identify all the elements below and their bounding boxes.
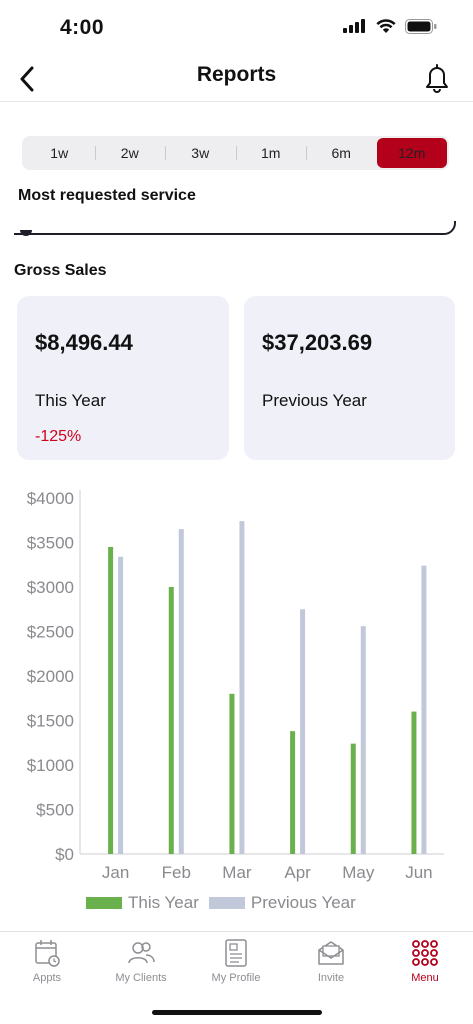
y-tick-label: $4000 (27, 489, 74, 508)
most-requested-scroll-strip[interactable] (14, 221, 456, 236)
tab-invite[interactable]: Invite (284, 938, 378, 984)
y-tick-label: $1500 (27, 712, 74, 731)
y-tick-label: $3000 (27, 578, 74, 597)
legend-previous-year: Previous Year (208, 893, 356, 913)
tab-label-menu: Menu (411, 972, 439, 984)
previous-year-amount: $37,203.69 (262, 330, 373, 355)
tab-my-profile[interactable]: My Profile (189, 938, 283, 984)
cellular-signal-icon (343, 19, 365, 33)
status-bar: 4:00 (0, 0, 473, 56)
x-tick-label: Jun (405, 863, 432, 882)
range-option-12m[interactable]: 12m (376, 138, 447, 168)
bar-this-year (168, 587, 174, 854)
users-icon (128, 942, 155, 964)
page-title: Reports (196, 63, 277, 86)
gross-sales-chart: $0 $500 $1000 $1500 $2000 $2500 $3000 $3500 $400… (0, 480, 473, 920)
y-tick-label: $1000 (27, 756, 74, 775)
x-tick-label: Feb (162, 863, 191, 882)
range-option-1m[interactable]: 1m (235, 138, 307, 168)
y-tick-label: $3500 (27, 534, 74, 553)
chart-legend: This Year Previous Year (86, 893, 356, 913)
bar-this-year (108, 546, 114, 854)
bar-previous-year (178, 529, 184, 854)
bar-this-year (229, 693, 235, 854)
tab-appts[interactable]: Appts (0, 938, 94, 984)
battery-icon (405, 18, 437, 34)
bar-previous-year (239, 521, 245, 854)
status-time: 4:00 (60, 16, 105, 39)
y-tick-label: $500 (36, 801, 74, 820)
range-selector: 1w 2w 3w 1m 6m 12m (22, 136, 449, 170)
previous-year-card: $37,203.69 Previous Year (244, 296, 455, 460)
range-option-6m[interactable]: 6m (306, 138, 377, 168)
range-option-3w[interactable]: 3w (165, 138, 236, 168)
profile-card-icon (225, 939, 247, 967)
legend-this-year: This Year (86, 893, 199, 913)
y-tick-label: $2000 (27, 667, 74, 686)
tab-label-appts: Appts (32, 972, 62, 984)
tab-label-my-clients: My Clients (115, 972, 167, 984)
bell-icon (426, 64, 448, 93)
bar-previous-year (118, 556, 124, 854)
bar-this-year (411, 711, 417, 854)
bar-previous-year (360, 626, 366, 854)
y-tick-label: $0 (55, 845, 74, 864)
bar-this-year (350, 743, 356, 854)
legend-label-this-year: This Year (128, 893, 199, 912)
status-icons (343, 18, 437, 34)
most-requested-marker (20, 230, 32, 236)
range-option-1w[interactable]: 1w (50, 145, 69, 161)
gross-sales-bar-chart: $0 $500 $1000 $1500 $2000 $2500 $3000 $3500 $400… (27, 489, 444, 882)
this-year-change: -125% (35, 428, 82, 445)
bar-previous-year (300, 609, 306, 854)
menu-grid-icon (412, 940, 438, 966)
range-option-2w[interactable]: 2w (94, 138, 166, 168)
this-year-label: This Year (35, 391, 106, 410)
nav-bar: Reports (0, 56, 473, 102)
y-tick-label: $2500 (27, 623, 74, 642)
gross-sales-title: Gross Sales (14, 262, 107, 279)
tab-label-my-profile: My Profile (211, 972, 261, 984)
tab-menu[interactable]: Menu (378, 938, 472, 984)
chevron-left-icon (20, 66, 34, 92)
previous-year-label: Previous Year (262, 391, 367, 410)
home-indicator (152, 1010, 322, 1015)
x-tick-label: May (342, 863, 375, 882)
tab-label-invite: Invite (317, 972, 345, 984)
legend-swatch-previous-year (208, 897, 245, 909)
calendar-icon (35, 940, 60, 967)
legend-label-previous-year: Previous Year (250, 893, 356, 912)
this-year-card: $8,496.44 This Year -125% (17, 296, 229, 460)
bar-this-year (290, 731, 296, 854)
bottom-tab-bar: Appts My Clients My Profile Invite (0, 931, 473, 1024)
most-requested-title: Most requested service (18, 187, 196, 204)
x-tick-label: Jan (102, 863, 129, 882)
wifi-icon (376, 19, 396, 33)
envelope-icon (318, 941, 344, 965)
x-tick-label: Apr (284, 863, 311, 882)
back-button[interactable] (12, 62, 42, 96)
bar-previous-year (421, 565, 427, 854)
legend-swatch-this-year (86, 897, 122, 909)
x-tick-label: Mar (222, 863, 252, 882)
notifications-button[interactable] (421, 61, 453, 95)
this-year-amount: $8,496.44 (35, 330, 133, 355)
tab-my-clients[interactable]: My Clients (94, 938, 188, 984)
